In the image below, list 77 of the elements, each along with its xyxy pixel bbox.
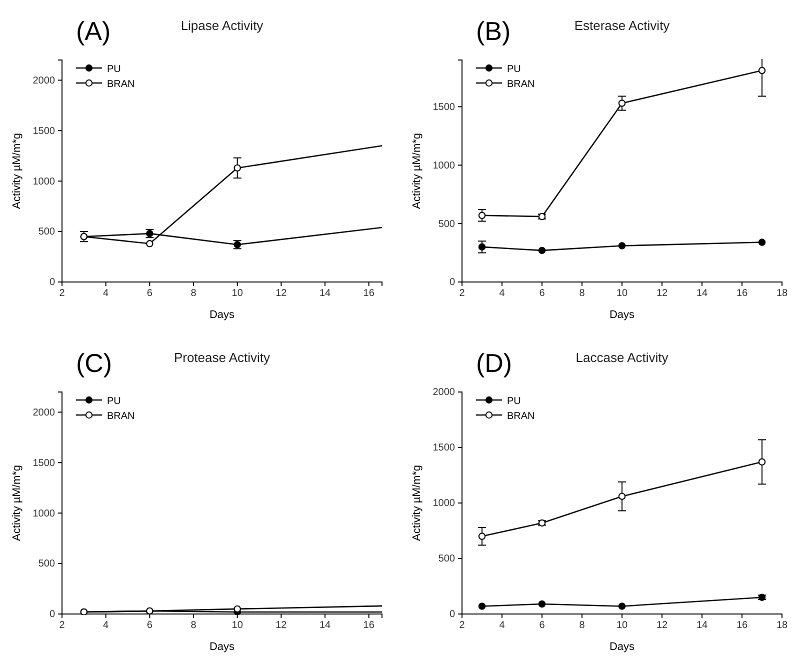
x-tick-label: 8 — [579, 288, 586, 300]
x-axis-title: Days — [609, 309, 636, 321]
y-tick-label: 1000 — [432, 160, 456, 172]
legend-label: BRAN — [507, 411, 535, 422]
x-tick-label: 6 — [146, 288, 153, 300]
legend-label: PU — [507, 396, 521, 407]
legend-label: PU — [507, 64, 521, 75]
y-tick-label: 0 — [449, 277, 456, 288]
chart-title: Esterase Activity — [574, 18, 670, 33]
y-tick-label: 1500 — [32, 458, 56, 469]
legend-label: PU — [107, 64, 121, 75]
text: (B) — [476, 16, 511, 46]
x-axis-title: Days — [609, 641, 636, 653]
y-tick-label: 1000 — [432, 498, 456, 510]
text: (D) — [476, 348, 512, 378]
x-tick-label: 12 — [276, 288, 288, 300]
x-tick-label: 12 — [656, 620, 668, 632]
y-tick-label: 500 — [38, 226, 56, 238]
y-tick-label: 0 — [49, 609, 56, 620]
y-tick-label: 2000 — [32, 75, 56, 86]
x-tick-label: 16 — [363, 288, 375, 300]
y-tick-label: 500 — [38, 558, 56, 570]
y-tick-label: 1500 — [432, 442, 456, 454]
chart-title: Lipase Activity — [180, 18, 264, 33]
x-tick-label: 2 — [459, 288, 466, 300]
y-axis-title: Activity µM/m*g — [11, 464, 23, 542]
chart-title: Protease Activity — [174, 350, 271, 365]
x-tick-label: 6 — [539, 620, 546, 632]
x-tick-label: 14 — [319, 620, 332, 632]
y-tick-label: 2000 — [32, 407, 56, 418]
y-tick-label: 500 — [438, 554, 456, 565]
x-tick-label: 10 — [232, 288, 244, 300]
y-tick-label: 2000 — [432, 387, 456, 398]
x-tick-label: 2 — [59, 620, 66, 632]
x-tick-label: 16 — [736, 620, 748, 632]
x-tick-label: 10 — [616, 620, 628, 632]
y-tick-label: 0 — [49, 277, 56, 288]
legend-label: BRAN — [507, 79, 535, 90]
chart-title: Laccase Activity — [576, 350, 669, 365]
x-tick-label: 16 — [363, 620, 375, 632]
y-tick-label: 1500 — [432, 102, 456, 113]
y-tick-label: 500 — [438, 218, 456, 230]
x-axis-title: Days — [209, 309, 236, 321]
y-axis-title: Activity µM/m*g — [11, 132, 23, 210]
legend-label: BRAN — [107, 411, 135, 422]
x-axis-title: Days — [209, 641, 236, 653]
x-tick-label: 12 — [276, 620, 288, 632]
x-tick-label: 14 — [319, 288, 332, 300]
x-tick-label: 18 — [776, 620, 788, 632]
x-tick-label: 4 — [103, 288, 110, 300]
y-tick-label: 1000 — [32, 176, 56, 188]
x-tick-label: 2 — [59, 288, 66, 300]
x-tick-label: 12 — [656, 288, 668, 300]
x-tick-label: 8 — [190, 288, 197, 300]
x-tick-label: 8 — [579, 620, 586, 632]
x-tick-label: 14 — [696, 288, 708, 300]
x-tick-label: 16 — [736, 288, 748, 300]
x-tick-label: 6 — [539, 288, 546, 300]
x-tick-label: 8 — [190, 620, 197, 632]
x-tick-label: 10 — [232, 620, 244, 632]
x-tick-label: 10 — [616, 288, 628, 300]
legend-label: BRAN — [107, 79, 135, 90]
y-tick-label: 1000 — [32, 508, 56, 520]
y-tick-label: 0 — [449, 609, 456, 620]
y-tick-label: 1500 — [32, 126, 56, 137]
legend-label: PU — [107, 396, 121, 407]
x-tick-label: 14 — [696, 620, 708, 632]
x-tick-label: 2 — [459, 620, 466, 632]
x-tick-label: 4 — [499, 288, 506, 300]
x-tick-label: 4 — [103, 620, 110, 632]
x-tick-label: 6 — [146, 620, 153, 632]
text: (A) — [76, 16, 111, 46]
x-tick-label: 4 — [499, 620, 506, 632]
y-axis-title: Activity µM/m*g — [411, 132, 423, 210]
text: (C) — [76, 348, 112, 378]
x-tick-label: 18 — [776, 288, 788, 300]
y-axis-title: Activity µM/m*g — [411, 464, 423, 542]
